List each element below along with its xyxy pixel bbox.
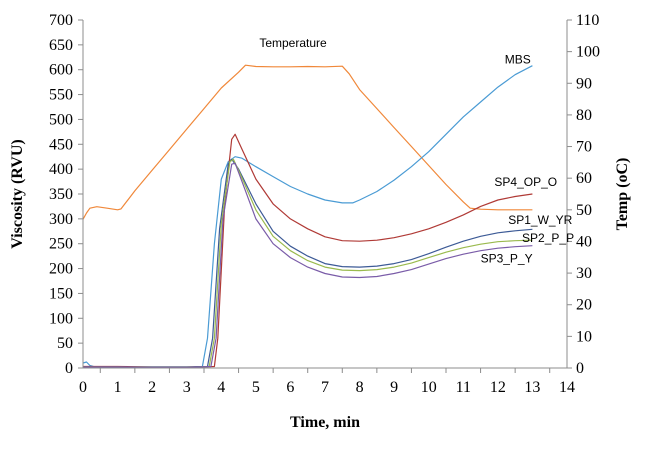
x-tick-label: 13 — [524, 379, 540, 396]
x-tick-label: 9 — [390, 379, 398, 396]
x-tick-label: 1 — [114, 379, 122, 396]
y-tick-label: 350 — [49, 186, 73, 203]
y-tick-label: 0 — [65, 360, 73, 377]
y-tick-label: 700 — [49, 12, 73, 29]
y2-tick-label: 40 — [576, 233, 592, 250]
y-tick-label: 600 — [49, 62, 73, 79]
y-tick-label: 550 — [49, 87, 73, 104]
y2-tick-label: 100 — [576, 44, 600, 61]
y-axis-title: Viscosity (RVU) — [9, 139, 26, 249]
y-tick-label: 300 — [49, 211, 73, 228]
series-line-sp1-w-yr — [83, 158, 533, 368]
series-layer — [82, 64, 533, 369]
axes-layer: 0501001502002503003504004505005506006507… — [49, 12, 600, 396]
y2-tick-label: 10 — [576, 328, 592, 345]
series-line-sp2-p-p — [83, 158, 533, 369]
x-tick-label: 4 — [217, 379, 225, 396]
series-label-mbs: MBS — [505, 52, 531, 66]
y2-tick-label: 80 — [576, 107, 592, 124]
x-tick-label: 7 — [321, 379, 329, 396]
series-label-sp3-p-y: SP3_P_Y — [481, 252, 533, 266]
series-line-sp3-p-y — [83, 162, 533, 369]
series-label-sp4-op-o: SP4_OP_O — [494, 175, 557, 189]
y-tick-label: 450 — [49, 136, 73, 153]
y-tick-label: 650 — [49, 37, 73, 54]
y2-axis-title: Temp (oC) — [614, 158, 631, 231]
x-tick-label: 5 — [252, 379, 260, 396]
x-tick-label: 2 — [148, 379, 156, 396]
x-tick-label: 12 — [490, 379, 506, 396]
series-line-mbs — [82, 65, 533, 369]
x-tick-label: 8 — [356, 379, 364, 396]
y2-tick-label: 90 — [576, 75, 592, 92]
y2-tick-label: 60 — [576, 170, 592, 187]
y2-tick-label: 0 — [576, 360, 584, 377]
y-tick-label: 200 — [49, 261, 73, 278]
x-axis-title: Time, min — [290, 414, 360, 431]
y2-tick-label: 70 — [576, 139, 592, 156]
y-tick-label: 50 — [57, 335, 73, 352]
y-tick-label: 100 — [49, 310, 73, 327]
y2-tick-label: 20 — [576, 297, 592, 314]
y-tick-label: 500 — [49, 111, 73, 128]
y-tick-label: 400 — [49, 161, 73, 178]
x-tick-label: 6 — [286, 379, 294, 396]
y2-tick-label: 50 — [576, 202, 592, 219]
x-tick-label: 0 — [79, 379, 87, 396]
series-label-temperature: Temperature — [259, 36, 327, 50]
series-line-temperature — [82, 64, 533, 220]
labels-layer: Temperature MBS SP4_OP_O SP1_W_YR SP2_P_P SP3… — [259, 36, 574, 266]
series-line-sp4-op-o — [83, 133, 533, 368]
y-tick-label: 150 — [49, 285, 73, 302]
y2-tick-label: 30 — [576, 265, 592, 282]
x-tick-label: 11 — [456, 379, 471, 396]
series-label-sp1-w-yr: SP1_W_YR — [508, 213, 572, 227]
x-tick-label: 3 — [183, 379, 191, 396]
series-label-sp2-p-p: SP2_P_P — [522, 231, 574, 245]
y-tick-label: 250 — [49, 236, 73, 253]
x-tick-label: 10 — [421, 379, 437, 396]
y2-tick-label: 110 — [576, 12, 599, 29]
x-tick-label: 14 — [559, 379, 575, 396]
